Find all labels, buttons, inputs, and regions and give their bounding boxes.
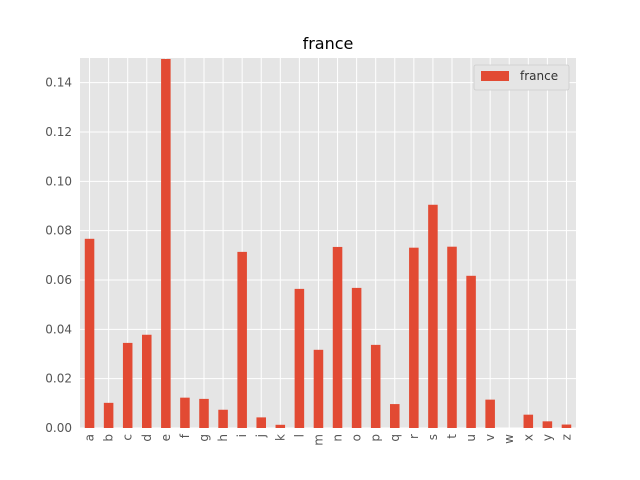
x-tick-label: h [216,434,230,442]
y-tick-label: 0.06 [45,273,72,287]
x-tick-label: g [197,434,211,442]
plot-area [80,58,576,428]
bar-m [313,349,324,428]
bar-h [218,409,228,428]
bar-c [122,342,133,428]
x-tick-label: n [331,434,345,442]
y-tick-label: 0.14 [45,76,72,90]
bar-r [409,247,419,428]
x-tick-label: a [83,434,97,441]
x-tick-label: j [254,434,268,438]
bar-x [523,414,534,428]
x-tick-label: d [140,434,154,442]
x-tick-label: t [445,434,459,439]
x-tick-label: c [121,434,135,441]
y-tick-label: 0.04 [45,322,72,336]
y-tick-label: 0.10 [45,174,72,188]
bar-e [161,58,171,429]
x-tick-label: o [350,434,364,441]
x-tick-label: r [407,434,421,439]
bar-a [84,238,95,428]
x-tick-label: m [311,434,325,446]
bar-l [294,288,305,428]
x-tick-label: x [521,434,535,441]
x-tick-label: w [502,434,516,444]
y-tick-label: 0.00 [45,421,72,435]
bar-i [237,251,247,428]
x-tick-label: y [540,434,554,441]
x-tick-label: i [235,434,249,437]
bar-v [485,399,495,428]
x-tick-label: u [464,434,478,442]
legend-label: france [520,69,558,83]
x-tick-label: z [559,434,573,440]
x-tick-label: p [369,434,383,442]
bar-n [332,246,343,428]
x-tick-label: q [388,434,402,442]
x-tick-label: v [483,434,497,441]
bar-g [199,398,209,428]
bar-z [561,424,572,428]
x-tick-label: b [102,434,116,442]
x-tick-label: l [292,434,306,437]
x-tick-label: e [159,434,173,441]
bar-k [275,424,286,428]
legend: france [473,64,570,91]
y-tick-labels: 0.00 0.02 0.04 0.06 0.08 0.10 0.12 0.14 [45,76,72,435]
x-tick-label: s [426,434,440,440]
bar-u [466,275,476,428]
chart-title: france [303,34,354,53]
bar-b [103,402,114,428]
bar-d [142,334,152,428]
bar-o [351,287,362,428]
bar-y [542,421,553,428]
x-tick-label: f [178,433,192,438]
bar-t [447,246,457,428]
x-tick-label: k [273,434,287,441]
y-tick-label: 0.02 [45,372,72,386]
y-tick-label: 0.08 [45,224,72,238]
bar-s [428,204,438,428]
bar-q [390,404,400,428]
bars-group [84,58,572,429]
bar-j [256,417,266,428]
y-tick-label: 0.12 [45,125,72,139]
bar-f [180,397,190,428]
legend-swatch [481,71,509,81]
bar-p [370,344,381,428]
